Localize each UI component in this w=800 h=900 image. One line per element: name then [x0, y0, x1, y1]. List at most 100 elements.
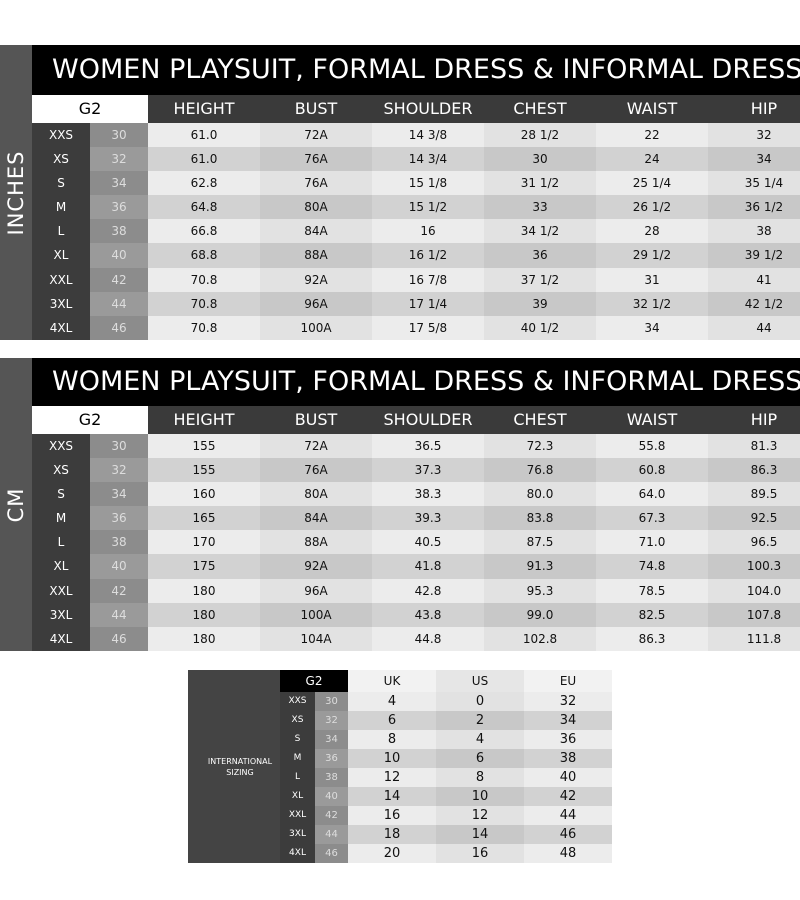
column-header-height: HEIGHT — [173, 410, 235, 429]
cell-waist: 34 — [596, 315, 708, 340]
cell-chest: 80.0 — [484, 482, 596, 507]
cell-shoulder: 15 1/2 — [372, 195, 484, 220]
size-label: S — [280, 730, 315, 749]
size-number: 42 — [315, 806, 348, 825]
size-number: 30 — [90, 123, 148, 148]
size-number: 44 — [90, 602, 148, 627]
cell-waist: 71.0 — [596, 530, 708, 555]
cell-hip: 104.0 — [708, 578, 800, 603]
cell-chest: 72.3 — [484, 434, 596, 459]
size-number: 34 — [315, 730, 348, 749]
cell-bust: 80A — [260, 482, 372, 507]
cell-eu: 34 — [524, 711, 612, 730]
cell-hip: 42 1/2 — [708, 291, 800, 316]
cell-bust: 72A — [260, 434, 372, 459]
cell-shoulder: 44.8 — [372, 626, 484, 651]
cell-hip: 92.5 — [708, 506, 800, 531]
size-label: 3XL — [32, 291, 90, 316]
cell-bust: 88A — [260, 530, 372, 555]
size-label: S — [32, 171, 90, 196]
inches-size-chart: INCHES WOMEN PLAYSUIT, FORMAL DRESS & IN… — [0, 45, 800, 340]
g2-header: G2 — [32, 95, 148, 123]
cell-eu: 36 — [524, 730, 612, 749]
size-label: XS — [32, 147, 90, 172]
international-sizing-label: INTERNATIONAL SIZING — [188, 670, 292, 863]
size-label: XXL — [32, 267, 90, 292]
size-label: XS — [32, 458, 90, 483]
cell-hip: 32 — [708, 123, 800, 148]
cell-bust: 96A — [260, 291, 372, 316]
cell-shoulder: 14 3/8 — [372, 123, 484, 148]
cell-bust: 92A — [260, 554, 372, 579]
cell-uk: 18 — [348, 825, 436, 844]
international-sizing-table: INTERNATIONAL SIZING G2 UK US EU XXS 30 4 0 32 X… — [188, 670, 612, 863]
cell-eu: 38 — [524, 749, 612, 768]
size-label: 4XL — [32, 315, 90, 340]
cell-eu: 42 — [524, 787, 612, 806]
table-row: XXS 30 61.0 72A 14 3/8 28 1/2 22 32 — [32, 123, 800, 148]
cell-hip: 81.3 — [708, 434, 800, 459]
cell-chest: 34 1/2 — [484, 219, 596, 244]
size-number: 34 — [90, 482, 148, 507]
table-row: XXL 42 180 96A 42.8 95.3 78.5 104.0 — [32, 578, 800, 603]
table-row: XXS 30 4 0 32 — [280, 692, 612, 711]
cell-waist: 67.3 — [596, 506, 708, 531]
header-row: G2 HEIGHT BUST SHOULDER CHEST WAIST HIP — [32, 406, 800, 434]
cell-shoulder: 38.3 — [372, 482, 484, 507]
cell-shoulder: 15 1/8 — [372, 171, 484, 196]
cell-shoulder: 17 5/8 — [372, 315, 484, 340]
cell-chest: 31 1/2 — [484, 171, 596, 196]
size-number: 44 — [90, 291, 148, 316]
size-label: XS — [280, 711, 315, 730]
cell-waist: 64.0 — [596, 482, 708, 507]
cell-bust: 72A — [260, 123, 372, 148]
column-header-chest: CHEST — [513, 99, 567, 118]
cell-hip: 89.5 — [708, 482, 800, 507]
cell-bust: 96A — [260, 578, 372, 603]
size-number: 46 — [315, 844, 348, 863]
cell-uk: 20 — [348, 844, 436, 863]
size-number: 36 — [90, 195, 148, 220]
size-number: 38 — [315, 768, 348, 787]
cell-height: 70.8 — [148, 291, 260, 316]
size-number: 34 — [90, 171, 148, 196]
table-row: 4XL 46 20 16 48 — [280, 844, 612, 863]
cell-shoulder: 40.5 — [372, 530, 484, 555]
size-label: 3XL — [32, 602, 90, 627]
size-label: M — [280, 749, 315, 768]
size-label: XL — [32, 554, 90, 579]
cell-waist: 32 1/2 — [596, 291, 708, 316]
size-label: XL — [280, 787, 315, 806]
cell-height: 180 — [148, 602, 260, 627]
column-header-chest: CHEST — [513, 410, 567, 429]
size-label: S — [32, 482, 90, 507]
cell-height: 68.8 — [148, 243, 260, 268]
cell-bust: 100A — [260, 315, 372, 340]
cell-chest: 30 — [484, 147, 596, 172]
g2-header: G2 — [280, 670, 348, 692]
cell-eu: 40 — [524, 768, 612, 787]
size-label: XXS — [32, 123, 90, 148]
header-row: G2 HEIGHT BUST SHOULDER CHEST WAIST HIP — [32, 95, 800, 123]
size-number: 38 — [90, 530, 148, 555]
cell-us: 10 — [436, 787, 524, 806]
cell-bust: 88A — [260, 243, 372, 268]
table-row: XXL 42 16 12 44 — [280, 806, 612, 825]
cell-hip: 39 1/2 — [708, 243, 800, 268]
cell-waist: 31 — [596, 267, 708, 292]
cell-chest: 28 1/2 — [484, 123, 596, 148]
cell-shoulder: 39.3 — [372, 506, 484, 531]
table-body: XXS 30 155 72A 36.5 72.3 55.8 81.3 XS 32 155 76A 37.… — [32, 434, 800, 651]
cell-chest: 39 — [484, 291, 596, 316]
cell-bust: 92A — [260, 267, 372, 292]
cell-waist: 60.8 — [596, 458, 708, 483]
table-row: M 36 64.8 80A 15 1/2 33 26 1/2 36 1/2 — [32, 195, 800, 220]
g2-header: G2 — [32, 406, 148, 434]
cell-chest: 33 — [484, 195, 596, 220]
cell-shoulder: 17 1/4 — [372, 291, 484, 316]
cell-us: 0 — [436, 692, 524, 711]
cell-height: 180 — [148, 626, 260, 651]
cell-hip: 100.3 — [708, 554, 800, 579]
cell-uk: 12 — [348, 768, 436, 787]
size-number: 46 — [90, 315, 148, 340]
